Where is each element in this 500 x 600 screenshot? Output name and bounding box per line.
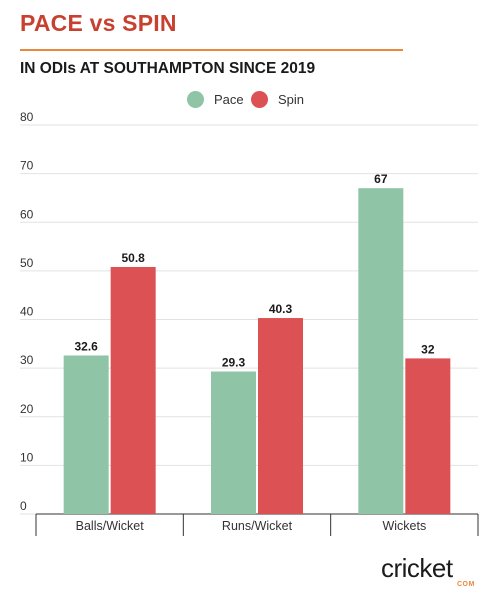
bar-spin-2 <box>258 318 303 514</box>
data-label-pace-2: 29.3 <box>222 356 246 370</box>
y-tick-label-0: 0 <box>20 499 27 513</box>
y-tick-label-50: 50 <box>20 256 34 270</box>
y-tick-label-20: 20 <box>20 402 34 416</box>
chart-subtitle: IN ODIs AT SOUTHAMPTON SINCE 2019 <box>20 60 316 77</box>
legend-swatch-pace <box>187 90 204 108</box>
y-tick-label-80: 80 <box>20 110 34 124</box>
y-tick-label-40: 40 <box>20 305 34 319</box>
logo-wordmark: cricket <box>381 553 453 583</box>
y-tick-label-30: 30 <box>20 353 34 367</box>
y-tick-label-70: 70 <box>20 159 34 173</box>
bar-pace-2 <box>211 371 256 514</box>
data-label-pace-1: 32.6 <box>74 339 98 353</box>
x-tick-label-1: Balls/Wicket <box>76 519 145 533</box>
bar-pace-3 <box>358 188 404 514</box>
data-label-spin-3: 32 <box>421 342 435 356</box>
legend-label-pace: Pace <box>214 91 244 107</box>
chart-title: PACE vs SPIN <box>20 10 177 36</box>
x-tick-label-2: Runs/Wicket <box>222 519 293 533</box>
legend-swatch-spin <box>251 90 268 108</box>
y-tick-label-60: 60 <box>20 207 34 221</box>
legend-label-spin: Spin <box>278 91 305 107</box>
legend: Pace Spin <box>0 89 500 109</box>
data-label-spin-1: 50.8 <box>121 251 145 265</box>
data-label-pace-3: 67 <box>374 172 388 186</box>
x-tick-label-3: Wickets <box>382 519 426 533</box>
data-label-spin-2: 40.3 <box>269 302 293 316</box>
title-underline <box>20 49 403 51</box>
bar-pace-1 <box>63 355 109 514</box>
logo-com-text: COM <box>457 581 475 588</box>
cricket-com-logo: cricket COM <box>381 555 491 591</box>
legend-item-spin: Spin <box>251 89 304 109</box>
y-tick-label-10: 10 <box>20 450 34 464</box>
legend-item-pace: Pace <box>187 89 244 109</box>
bar-spin-1 <box>110 266 156 514</box>
bar-spin-3 <box>405 358 451 514</box>
